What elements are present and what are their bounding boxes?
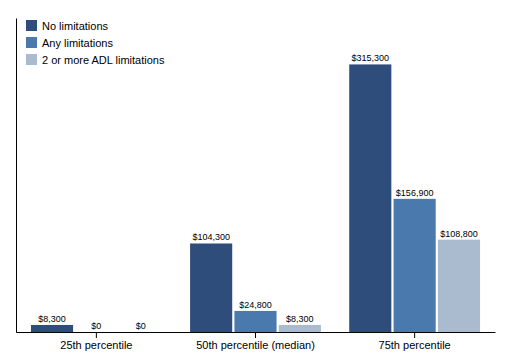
data-label: $104,300 <box>192 232 230 242</box>
legend-label: No limitations <box>42 20 109 32</box>
bar <box>234 311 276 332</box>
data-label: $156,900 <box>396 188 434 198</box>
x-tick-mark <box>414 332 415 338</box>
data-label: $24,800 <box>239 300 272 310</box>
x-tick-mark <box>96 332 97 338</box>
legend-swatch <box>26 37 37 48</box>
x-tick-label: 25th percentile <box>60 339 132 351</box>
legend-item: Any limitations <box>26 37 113 49</box>
legend-swatch <box>26 54 37 65</box>
data-labels: $8,300 $104,300 $315,300 $0 $24,800 $156,900 $… <box>38 53 478 331</box>
legend-item: No limitations <box>26 20 109 32</box>
x-tick-label: 75th percentile <box>379 339 451 351</box>
bar <box>438 240 480 332</box>
legend-label: Any limitations <box>42 37 113 49</box>
bar <box>120 332 162 333</box>
y-axis-line <box>16 19 17 333</box>
bars <box>31 64 480 332</box>
data-label: $0 <box>91 321 101 331</box>
data-label: $8,300 <box>286 314 314 324</box>
bar <box>190 243 232 332</box>
legend-label: 2 or more ADL limitations <box>42 54 165 66</box>
y-axis <box>16 19 17 333</box>
bar <box>349 64 391 332</box>
chart: $8,300 $104,300 $315,300 $0 $24,800 $156,900 $… <box>0 0 509 362</box>
legend-item: 2 or more ADL limitations <box>26 54 165 66</box>
data-label: $108,800 <box>440 229 478 239</box>
bar <box>75 332 117 333</box>
x-tick: 25th percentile <box>60 332 132 351</box>
plot: $8,300 $104,300 $315,300 $0 $24,800 $156,900 $… <box>17 19 496 351</box>
x-tick: 50th percentile (median) <box>196 332 315 351</box>
data-label: $8,300 <box>38 314 66 324</box>
x-tick: 75th percentile <box>379 332 451 351</box>
bar <box>279 325 321 332</box>
x-tick-label: 50th percentile (median) <box>196 339 315 351</box>
bar <box>394 199 436 332</box>
data-label: $0 <box>136 321 146 331</box>
x-tick-mark <box>255 332 256 338</box>
legend-swatch <box>26 20 37 31</box>
bar <box>31 325 73 332</box>
legend: No limitations Any limitations 2 or more A… <box>26 20 165 66</box>
data-label: $315,300 <box>352 53 390 63</box>
x-axis: 25th percentile 50th percentile (median) 7… <box>17 332 496 351</box>
